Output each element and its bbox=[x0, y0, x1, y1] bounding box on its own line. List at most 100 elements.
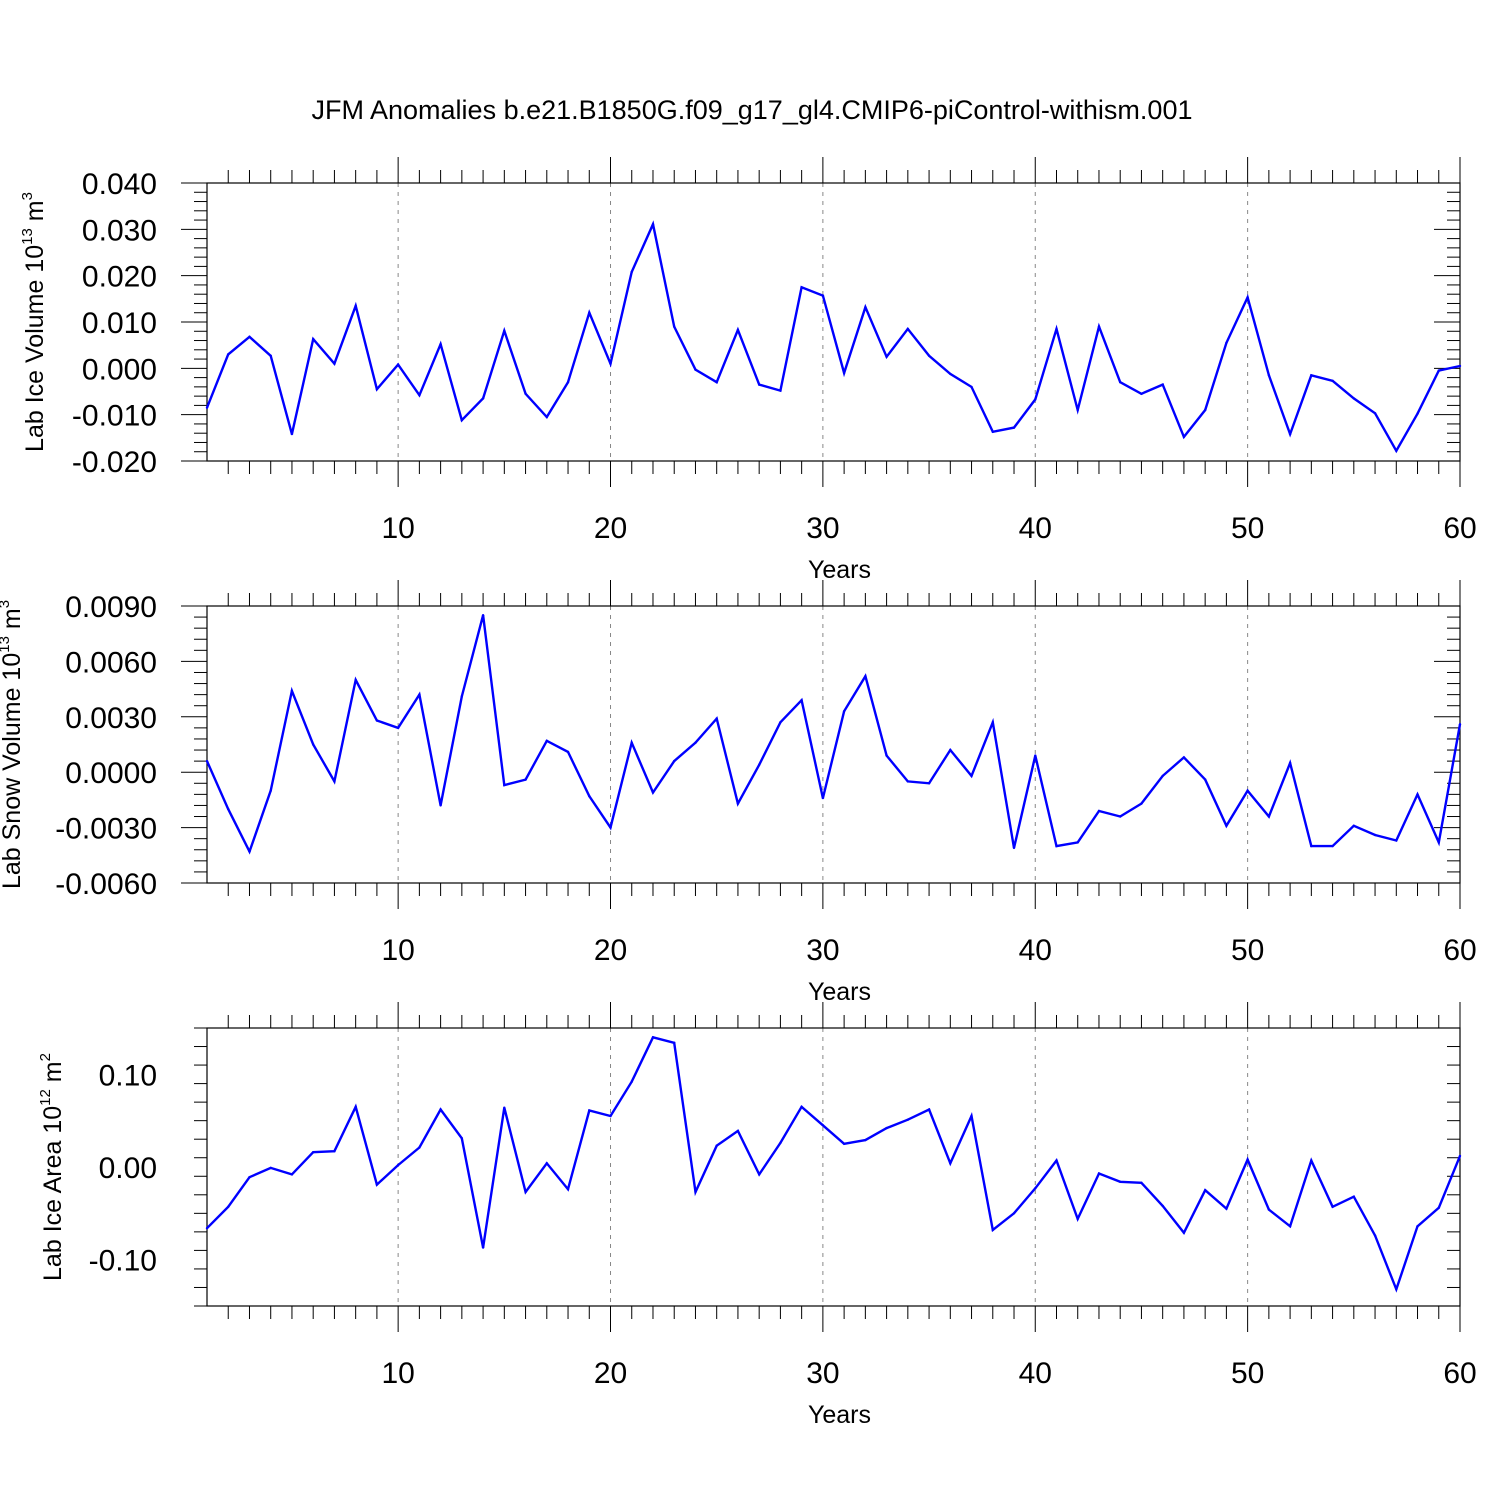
snow-volume-point bbox=[651, 791, 655, 794]
ice-area-point bbox=[1395, 1288, 1398, 1291]
x-tick-label: 20 bbox=[594, 1357, 627, 1390]
ice-volume-panel: 10 20 30 40 50 60 Years -0.020 -0.010 0.000 0.010 0… bbox=[19, 157, 1477, 584]
snow-volume-point bbox=[927, 782, 931, 785]
ice-volume-point bbox=[418, 394, 421, 397]
ice-volume-point bbox=[864, 306, 867, 309]
y-tick-label: 0.0030 bbox=[65, 702, 157, 735]
x-axis-label: Years bbox=[808, 556, 871, 584]
snow-volume-point bbox=[1416, 793, 1419, 796]
snow-volume-point bbox=[1373, 833, 1377, 837]
ice-volume-point bbox=[354, 304, 357, 307]
ice-area-point bbox=[269, 1166, 272, 1170]
snow-volume-point bbox=[333, 780, 336, 783]
ice-volume-point bbox=[248, 335, 251, 338]
snow-volume-point bbox=[1076, 841, 1079, 844]
ice-volume-point bbox=[333, 362, 336, 365]
snow-volume-point bbox=[312, 743, 315, 746]
ice-area-point bbox=[1161, 1204, 1164, 1208]
ice-area-point bbox=[1119, 1180, 1122, 1184]
ice-area-point bbox=[630, 1080, 633, 1083]
ice-volume-point bbox=[1288, 432, 1292, 436]
snow-volume-point bbox=[821, 796, 825, 800]
snow-volume-point bbox=[1288, 761, 1292, 765]
ice-area-point bbox=[460, 1137, 463, 1140]
snow-volume-point bbox=[970, 774, 973, 778]
x-tick-label: 60 bbox=[1443, 512, 1476, 545]
ice-area-point bbox=[545, 1162, 548, 1165]
ice-area-point bbox=[439, 1108, 442, 1111]
x-tick-label: 30 bbox=[806, 1357, 839, 1390]
ice-volume-point bbox=[1012, 426, 1016, 429]
ice-area-point bbox=[354, 1105, 357, 1109]
x-tick-label: 50 bbox=[1231, 934, 1264, 967]
x-tick-label: 20 bbox=[594, 934, 627, 967]
ice-volume-point bbox=[1246, 296, 1249, 299]
x-tick-label: 60 bbox=[1443, 934, 1476, 967]
ice-area-point bbox=[418, 1146, 421, 1149]
y-tick-label: -0.0060 bbox=[55, 868, 157, 901]
snow-volume-point bbox=[715, 717, 718, 720]
ice-volume-point bbox=[481, 397, 485, 400]
ice-area-point bbox=[715, 1144, 718, 1147]
ice-area-point bbox=[503, 1106, 506, 1109]
x-tick-label: 40 bbox=[1019, 512, 1052, 545]
ice-area-point bbox=[779, 1141, 782, 1145]
ice-volume-point bbox=[1437, 369, 1441, 372]
snow-volume-point bbox=[736, 802, 740, 805]
figure-title: JFM Anomalies b.e21.B1850G.f09_g17_gl4.C… bbox=[312, 95, 1193, 125]
y-tick-label: 0.0060 bbox=[65, 646, 157, 679]
snow-volume-point bbox=[375, 719, 379, 722]
snow-volume-point bbox=[1055, 844, 1058, 848]
ice-volume-point bbox=[524, 392, 527, 395]
ice-area-point bbox=[842, 1142, 846, 1146]
ice-area-point bbox=[906, 1118, 909, 1121]
ice-volume-point bbox=[736, 328, 740, 332]
ice-volume-point bbox=[609, 362, 612, 365]
snow-volume-point bbox=[1225, 824, 1228, 827]
x-axis-label: Years bbox=[808, 978, 871, 1006]
ice-volume-point bbox=[949, 372, 952, 376]
ice-area-point bbox=[524, 1190, 527, 1194]
snow-volume-point bbox=[694, 741, 697, 744]
snow-volume-point bbox=[1352, 824, 1356, 827]
ice-volume-point bbox=[885, 355, 888, 358]
ice-area-point bbox=[885, 1126, 888, 1130]
ice-area-point bbox=[290, 1173, 294, 1176]
snow-volume-point bbox=[269, 789, 272, 792]
y-tick-label: -0.020 bbox=[72, 446, 157, 479]
ice-volume-point bbox=[651, 223, 655, 226]
snow-volume-point bbox=[503, 783, 506, 787]
snow-volume-point bbox=[1119, 815, 1122, 818]
ice-area-point bbox=[758, 1173, 761, 1176]
snow-volume-point bbox=[1182, 756, 1186, 759]
ice-area-point bbox=[312, 1151, 315, 1154]
ice-volume-point bbox=[1373, 412, 1377, 415]
snow-volume-point bbox=[227, 807, 230, 811]
ice-volume-point bbox=[1267, 374, 1271, 377]
ice-area-point bbox=[248, 1176, 251, 1179]
ice-area-point bbox=[1076, 1217, 1079, 1221]
snow-volume-point bbox=[1204, 778, 1207, 781]
snow-volume-point bbox=[1097, 809, 1101, 813]
snow-volume-point bbox=[524, 778, 527, 781]
y-tick-label: 0.030 bbox=[82, 214, 157, 247]
ice-area-point bbox=[375, 1183, 379, 1186]
snow-volume-point bbox=[1267, 815, 1271, 818]
ice-volume-point bbox=[290, 432, 294, 436]
snow-volume-point bbox=[418, 693, 421, 696]
ice-volume-point bbox=[1119, 381, 1122, 384]
y-tick-label: 0.0090 bbox=[65, 591, 157, 624]
y-axis-label: Lab Snow Volume 1013 m3 bbox=[0, 600, 26, 889]
ice-volume-point bbox=[545, 415, 548, 419]
y-tick-label: 0.10 bbox=[99, 1059, 157, 1092]
x-tick-label: 40 bbox=[1019, 934, 1052, 967]
ice-volume-point bbox=[1161, 383, 1164, 386]
ice-area-point bbox=[651, 1036, 655, 1039]
y-tick-label: -0.10 bbox=[89, 1245, 157, 1278]
x-tick-label: 20 bbox=[594, 512, 627, 545]
ice-volume-point bbox=[1097, 325, 1101, 328]
y-tick-label: 0.00 bbox=[99, 1152, 157, 1185]
ice-volume-point bbox=[588, 311, 591, 314]
snow-volume-point bbox=[1437, 841, 1441, 844]
